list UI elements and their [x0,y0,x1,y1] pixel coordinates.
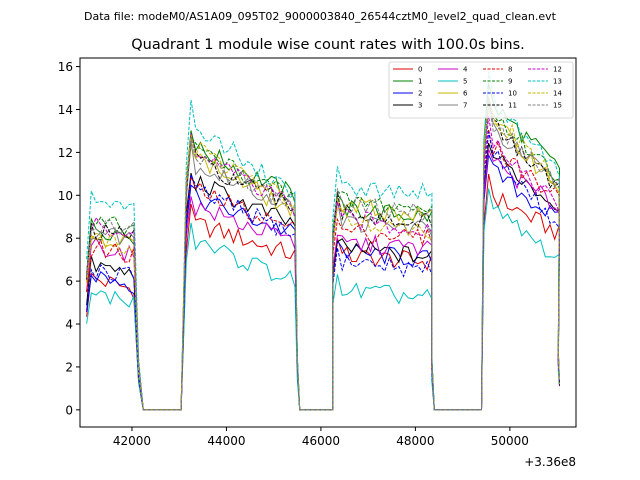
legend-label-3: 3 [418,102,422,110]
legend-label-13: 13 [553,78,562,86]
x-tick-label: 42000 [113,434,151,448]
series-line-8 [86,129,561,411]
x-tick-label: 44000 [207,434,245,448]
legend-label-5: 5 [463,78,467,86]
chart-title: Quadrant 1 module wise count rates with … [131,37,525,53]
legend-label-6: 6 [463,90,468,98]
y-tick-label: 2 [65,360,73,374]
legend-label-15: 15 [553,102,562,110]
series-line-4 [86,149,561,411]
series-line-15 [86,98,560,411]
legend-label-7: 7 [463,102,467,110]
legend-box [388,61,574,119]
legend-label-14: 14 [553,90,562,98]
x-tick-label: 50000 [491,434,529,448]
series-line-0 [86,173,560,411]
series-line-7 [86,102,561,411]
y-tick-label: 10 [58,189,73,203]
legend-label-0: 0 [418,66,422,74]
y-tick-label: 12 [58,146,73,160]
legend-label-12: 12 [553,66,562,74]
legend-label-10: 10 [508,90,517,98]
y-tick-label: 16 [58,60,73,74]
series-line-5 [86,188,561,411]
legend-label-8: 8 [508,66,512,74]
plot-frame [79,57,577,428]
y-tick-label: 6 [65,275,73,289]
series-line-3 [86,142,561,411]
y-tick-label: 4 [65,318,73,332]
series-line-13 [86,71,561,411]
legend-label-1: 1 [418,78,422,86]
data-file-label: Data file: modeM0/AS1A09_095T02_90000038… [84,10,557,23]
y-tick-label: 0 [65,403,73,417]
legend-label-9: 9 [508,78,512,86]
legend-label-4: 4 [463,66,468,74]
x-offset-label: +3.36e8 [524,455,576,469]
x-tick-label: 46000 [302,434,340,448]
y-tick-label: 8 [65,232,73,246]
legend-label-11: 11 [508,102,517,110]
y-tick-label: 14 [58,103,73,117]
x-tick-label: 48000 [396,434,434,448]
series-layer [86,71,561,411]
legend-label-2: 2 [418,90,422,98]
series-line-10 [86,131,561,411]
